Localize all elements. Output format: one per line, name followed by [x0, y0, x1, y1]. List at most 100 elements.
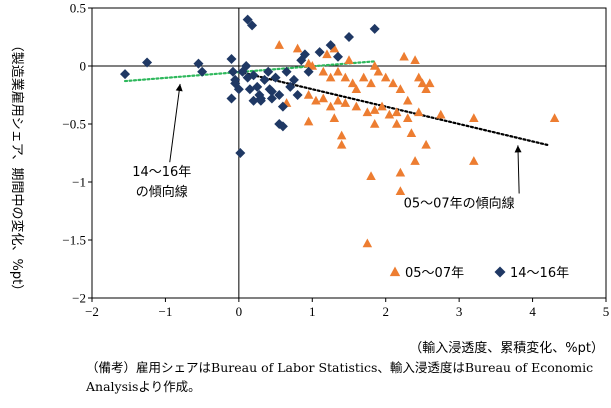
point-14-16 [332, 51, 343, 62]
point-05-07 [329, 43, 340, 53]
x-tick-label: 5 [603, 304, 610, 319]
x-tick-label: 0 [236, 304, 243, 319]
point-14-16 [259, 74, 270, 85]
point-14-16 [197, 66, 208, 77]
point-05-07 [395, 186, 406, 196]
point-05-07 [322, 49, 332, 59]
point-05-07 [303, 116, 314, 126]
point-05-07 [366, 171, 376, 180]
point-14-16 [233, 84, 244, 95]
point-14-16 [314, 47, 325, 58]
y-tick-label: −0.5 [62, 117, 86, 132]
point-14-16 [226, 93, 237, 104]
point-05-07 [391, 107, 402, 117]
y-axis-label: （製造業雇用シェア、期間中の変化、%pt） [9, 39, 25, 297]
point-05-07 [318, 93, 329, 103]
x-tick-label: 1 [309, 304, 316, 319]
point-14-16 [120, 69, 131, 80]
point-14-16 [292, 90, 303, 100]
point-14-16 [369, 23, 380, 34]
point-14-16 [277, 101, 288, 112]
x-tick-label: 2 [382, 304, 389, 319]
x-axis-label: （輸入浸透度、累積変化、%pt） [409, 340, 604, 356]
point-05-07 [384, 109, 395, 119]
point-05-07 [369, 119, 380, 128]
point-05-07 [303, 90, 314, 99]
point-05-07 [333, 95, 343, 105]
point-05-07 [307, 61, 318, 70]
point-05-07 [340, 98, 351, 107]
point-14-16 [255, 95, 266, 106]
point-14-16 [285, 81, 296, 92]
point-05-07 [369, 61, 380, 70]
y-tick-label: 0.5 [70, 1, 86, 16]
point-14-16 [142, 57, 153, 68]
legend-marker [389, 266, 401, 277]
source-note: （備考）雇用シェアはBureau of Labor Statistics、輸入浸… [86, 358, 606, 396]
point-05-07 [311, 95, 321, 105]
point-14-16 [263, 66, 274, 77]
arrow-head [175, 83, 183, 92]
point-14-16 [242, 14, 253, 25]
plot-frame [91, 7, 607, 299]
annotation-text: 05～07年の傾向線 [404, 196, 515, 212]
y-tick-label: −1.5 [62, 233, 86, 248]
point-05-07 [395, 84, 406, 93]
axes: −2 −1 0 1 2 3 4 5 0.5 0 −0.5 −1 −1.5 −2 [62, 1, 609, 320]
point-14-16 [252, 81, 263, 92]
note-label: （備考） [86, 360, 137, 375]
point-05-07 [358, 72, 369, 82]
annotation-arrow [169, 83, 181, 163]
point-05-07 [344, 55, 354, 64]
point-05-07 [469, 113, 479, 122]
annotation-text: 14～16年 [132, 165, 191, 180]
point-05-07 [325, 72, 336, 82]
point-05-07 [414, 72, 424, 82]
annotation-arrow [517, 145, 520, 194]
y-tick-label: 0 [80, 59, 87, 74]
annotation-text: の傾向線 [136, 184, 188, 200]
x-tick-label: 3 [456, 304, 463, 319]
point-14-16 [303, 66, 314, 77]
point-14-16 [270, 72, 281, 83]
point-05-07 [362, 107, 373, 117]
point-14-16 [227, 66, 238, 77]
point-05-07 [347, 78, 358, 88]
point-05-07 [421, 139, 431, 149]
point-14-16 [266, 93, 277, 104]
point-05-07 [366, 78, 376, 88]
y-tick-label: −1 [72, 175, 86, 190]
point-05-07 [318, 66, 329, 76]
point-05-07 [292, 43, 303, 53]
point-05-07 [410, 55, 420, 64]
point-14-16 [230, 74, 241, 85]
legend: 05～07年 14～16年 [389, 266, 569, 281]
point-05-07 [351, 84, 362, 93]
point-14-16 [274, 90, 285, 100]
point-14-16 [248, 95, 259, 106]
scatter-chart: −2 −1 0 1 2 3 4 50.50−0.5−1−1.5−2 14～16年の傾向線05～… [9, 1, 609, 357]
trendline [123, 60, 376, 83]
note-text: 雇用シェアはBureau of Labor Statistics、輸入浸透度はB… [86, 360, 594, 394]
legend-label: 05～07年 [405, 266, 464, 281]
point-05-07 [414, 107, 424, 117]
x-tick-label: 4 [529, 304, 536, 319]
point-05-07 [373, 66, 384, 76]
y-tick-label: −2 [72, 291, 86, 306]
point-14-16 [344, 32, 354, 42]
point-05-07 [274, 40, 284, 49]
point-05-07 [402, 95, 413, 105]
point-05-07 [351, 101, 362, 111]
point-05-07 [340, 72, 351, 82]
x-tick-label: −1 [159, 304, 173, 319]
arrow-head [514, 145, 522, 153]
point-14-16 [244, 84, 255, 95]
point-05-07 [402, 113, 413, 122]
point-14-16 [281, 66, 292, 77]
point-05-07 [399, 51, 409, 61]
point-05-07 [362, 238, 373, 248]
legend-marker [494, 266, 506, 278]
point-05-07 [469, 156, 479, 165]
point-05-07 [425, 78, 435, 88]
